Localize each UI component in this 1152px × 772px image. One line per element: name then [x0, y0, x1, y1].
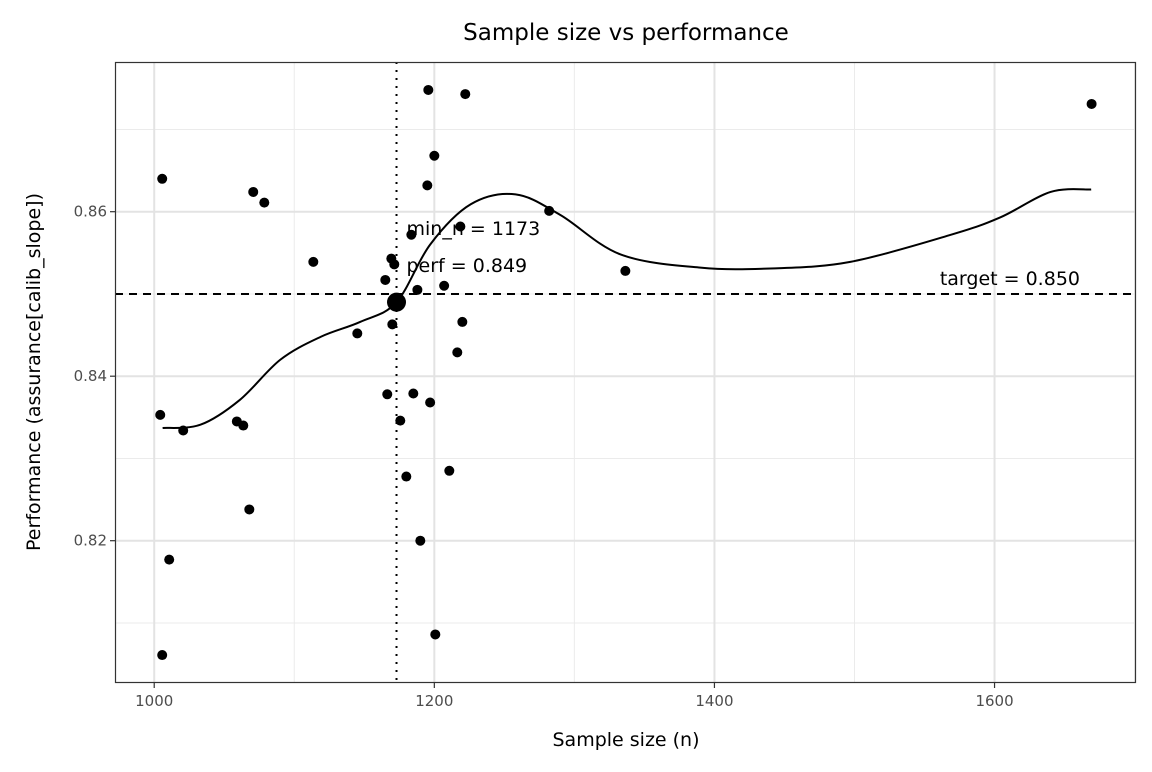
data-point: [422, 180, 433, 191]
highlight-point: [387, 292, 407, 312]
panel-border: [114, 61, 1137, 684]
data-point: [452, 347, 463, 358]
data-point: [382, 389, 393, 400]
data-point: [244, 504, 255, 515]
data-point: [164, 554, 175, 565]
data-point: [620, 265, 631, 276]
x-tick-label: 1200: [415, 692, 453, 710]
data-point: [444, 465, 455, 476]
target-annotation: target = 0.850: [940, 268, 1080, 290]
grid: [115, 62, 1136, 683]
chart-title: Sample size vs performance: [463, 20, 789, 46]
y-axis-label: Performance (assurance[calib_slope]): [23, 193, 45, 551]
data-point: [455, 221, 466, 232]
data-point: [395, 415, 406, 426]
data-point: [155, 409, 166, 420]
data-point: [408, 388, 419, 399]
x-tick-label: 1400: [695, 692, 733, 710]
data-point: [429, 150, 440, 161]
y-tick-label: 0.86: [74, 203, 107, 221]
data-point: [380, 274, 391, 285]
data-point: [259, 197, 270, 208]
data-point: [1086, 98, 1097, 109]
data-point: [352, 328, 363, 339]
data-point: [406, 229, 417, 240]
x-tick-label: 1000: [135, 692, 173, 710]
plot-area: [115, 62, 1136, 683]
data-point: [457, 316, 468, 327]
y-tick-label: 0.84: [74, 367, 107, 385]
data-point: [460, 89, 471, 100]
data-point: [387, 319, 398, 330]
data-point: [157, 650, 168, 661]
data-point: [430, 629, 441, 640]
axes: 1000 1200 1400 1600 0.82 0.84 0.86: [74, 203, 1014, 710]
data-point: [308, 256, 319, 267]
data-point: [248, 186, 259, 197]
y-tick-label: 0.82: [74, 532, 107, 550]
data-point: [439, 280, 450, 291]
data-point: [238, 420, 249, 431]
data-point: [423, 84, 434, 95]
smooth-curve: [162, 188, 1092, 430]
x-axis-label: Sample size (n): [552, 729, 699, 751]
perf-annotation: perf = 0.849: [407, 255, 528, 277]
data-point: [415, 535, 426, 546]
min-n-annotation: min_n = 1173: [407, 218, 541, 240]
data-point: [157, 173, 168, 184]
data-point: [425, 397, 436, 408]
data-point: [401, 471, 412, 482]
data-point: [544, 205, 555, 216]
data-point: [412, 284, 423, 295]
x-tick-label: 1600: [975, 692, 1013, 710]
data-point: [389, 259, 400, 270]
